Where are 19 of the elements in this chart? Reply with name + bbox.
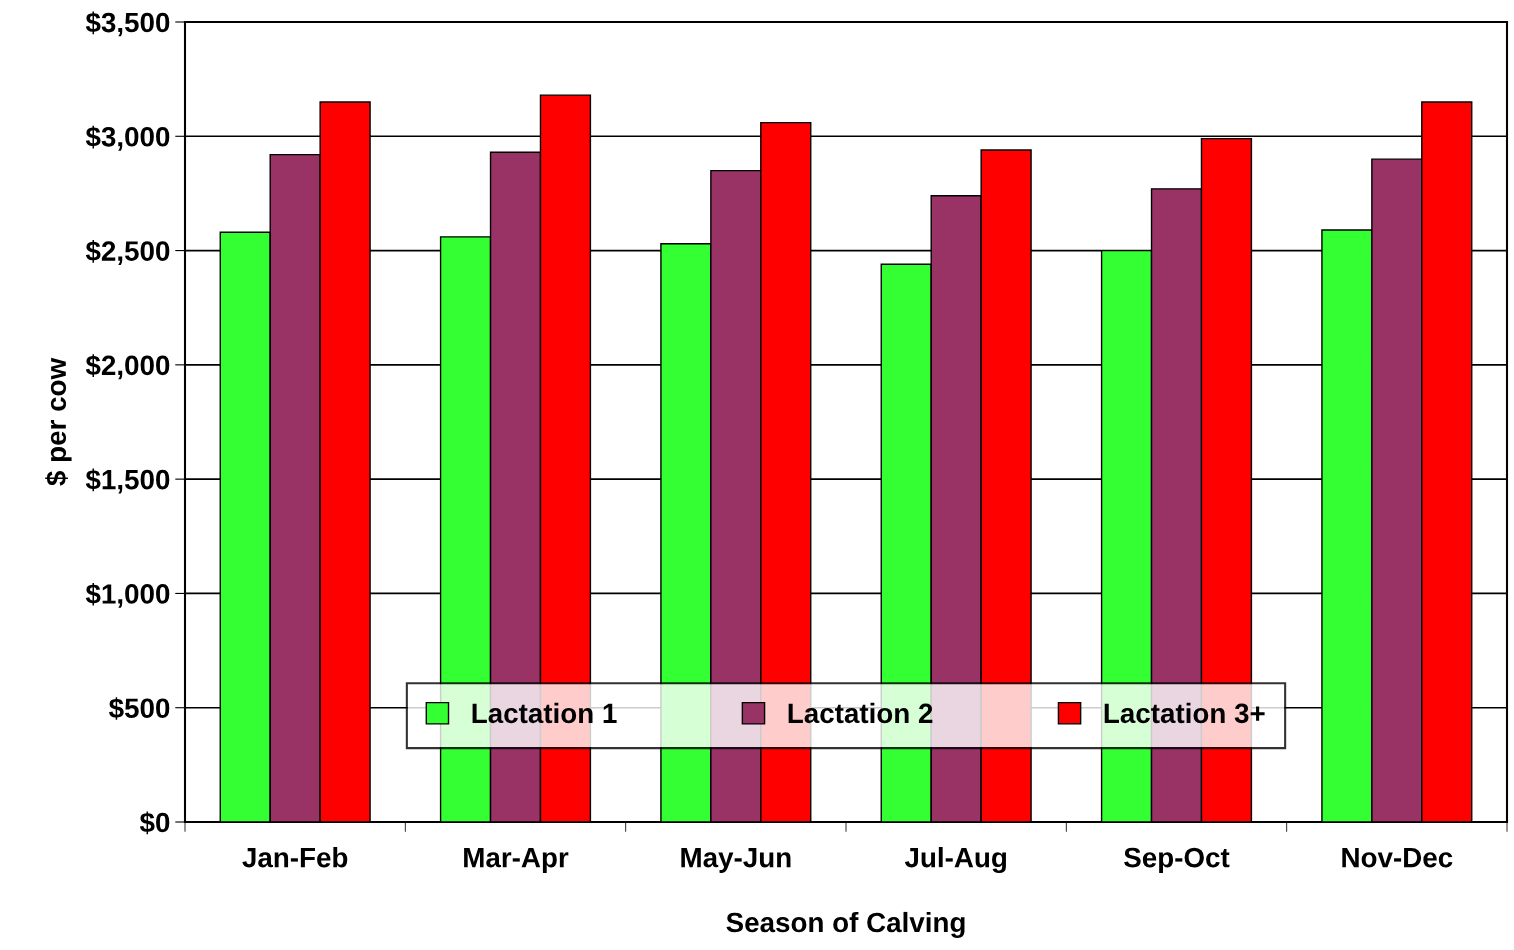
x-tick-label: Mar-Apr: [464, 848, 569, 873]
legend-label: Lactation 1: [472, 702, 617, 724]
y-tick-label: $2,500: [85, 240, 170, 265]
x-tick-label: Sep-Oct: [1124, 847, 1230, 873]
legend-label: Lactation 2: [788, 702, 933, 724]
y-tick-label: $3,500: [85, 11, 170, 37]
y-tick-label: $3,000: [85, 125, 170, 151]
y-tick-label: $0: [139, 811, 170, 835]
y-tick-label: $1,500: [85, 468, 170, 494]
y-tick-label: $500: [108, 697, 170, 720]
x-tick-label: May-Jun: [681, 848, 791, 873]
x-tick-label: Jan-Feb: [242, 847, 348, 868]
x-tick-label: Jul-Aug: [904, 847, 1006, 874]
y-tick-label: $1,000: [85, 582, 170, 608]
y-tick-label: $2,000: [85, 354, 170, 380]
x-tick-label: Nov-Dec: [1342, 848, 1453, 868]
x-axis-title: Season of Calving: [726, 911, 965, 938]
legend-label: Lactation 3+: [1104, 702, 1265, 724]
y-axis-title: $ per cow: [45, 357, 72, 486]
